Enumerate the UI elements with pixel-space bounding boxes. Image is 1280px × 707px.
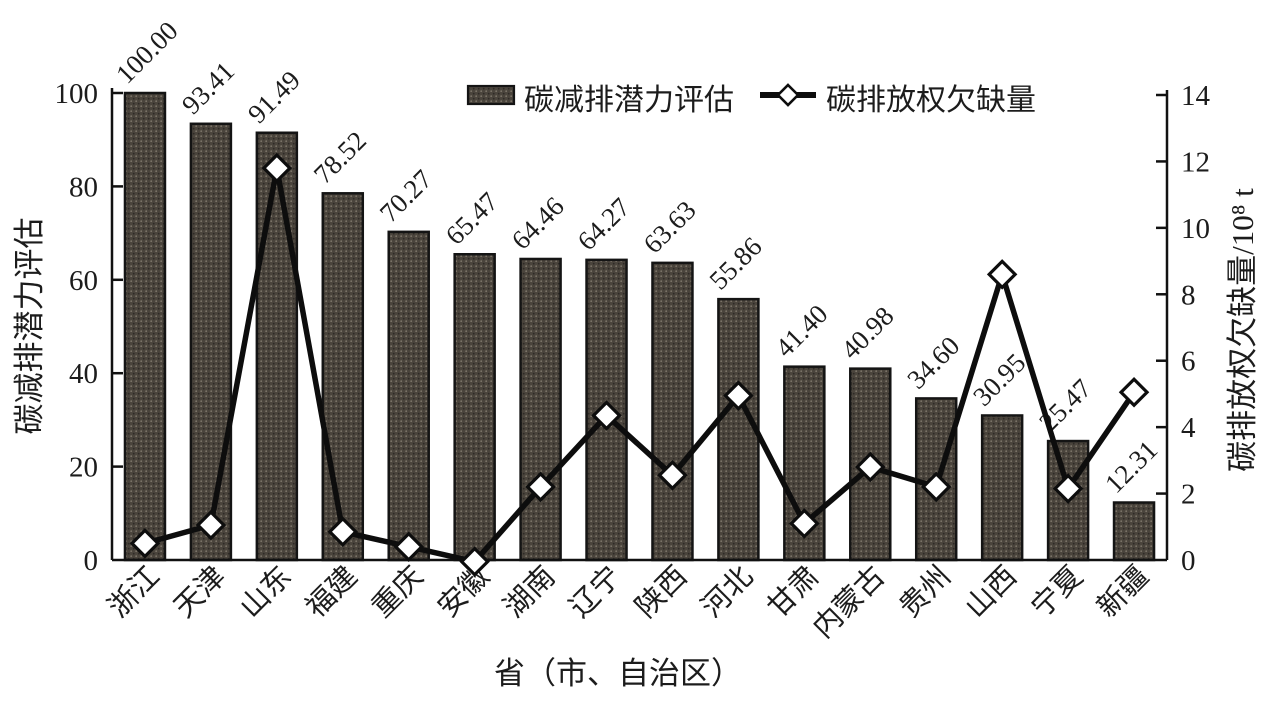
bar-value-label: 12.31 — [1099, 435, 1163, 499]
bar-series — [123, 91, 1156, 562]
right-y-tick-label: 12 — [1181, 146, 1210, 178]
x-tick-label-贵州: 贵州 — [893, 560, 957, 624]
bar-column-重庆 — [387, 230, 430, 562]
bar-column-新疆 — [1112, 501, 1156, 562]
x-tick-label-天津: 天津 — [168, 560, 232, 624]
bar-value-label: 64.27 — [572, 192, 636, 256]
bar-value-label: 40.98 — [835, 301, 899, 365]
left-y-axis-title: 碳减排潜力评估 — [12, 218, 47, 435]
bar-value-label: 64.46 — [506, 191, 570, 255]
diamond-marker-福建 — [327, 516, 359, 548]
x-tick-label-山东: 山东 — [233, 560, 297, 624]
legend: 碳减排潜力评估 碳排放权欠缺量 — [466, 83, 1036, 117]
diamond-marker-山东 — [261, 152, 293, 184]
right-y-tick-label: 6 — [1181, 346, 1196, 378]
diamond-marker-新疆 — [1118, 377, 1150, 408]
right-y-tick-label: 2 — [1181, 479, 1196, 511]
legend-diamond-marker — [776, 83, 800, 107]
diamond-marker-甘肃 — [789, 508, 820, 539]
x-tick-label-福建: 福建 — [299, 560, 363, 624]
diamond-marker-内蒙古 — [855, 451, 886, 483]
bar-column-浙江 — [123, 91, 167, 562]
bar-value-label: 70.27 — [374, 164, 438, 228]
diamond-marker-陕西 — [657, 460, 688, 491]
x-tick-label-河北: 河北 — [696, 560, 760, 624]
bar-column-陕西 — [651, 261, 694, 562]
diamond-marker-天津 — [195, 509, 227, 541]
diamond-marker-重庆 — [393, 531, 424, 562]
x-tick-label-宁夏: 宁夏 — [1025, 560, 1089, 624]
bar-value-label: 34.60 — [901, 330, 965, 394]
x-tick-label-山西: 山西 — [959, 560, 1023, 624]
x-tick-label-辽宁: 辽宁 — [563, 560, 627, 624]
bar-value-label: 63.63 — [637, 195, 701, 259]
legend-line-label: 碳排放权欠缺量 — [826, 84, 1036, 117]
bar-column-湖南 — [519, 257, 562, 562]
diamond-marker-贵州 — [920, 471, 952, 503]
line-series — [142, 165, 1137, 565]
bar-value-label: 65.47 — [440, 186, 504, 250]
bar-value-label: 100.00 — [110, 16, 184, 90]
left-y-tick-label: 40 — [69, 358, 98, 390]
right-y-tick-label: 8 — [1181, 279, 1196, 311]
axes — [110, 88, 1169, 562]
diamond-marker-浙江 — [129, 528, 161, 559]
bar-value-label: 91.49 — [242, 65, 306, 129]
bar-value-label: 55.86 — [703, 231, 767, 295]
right-y-axis-title: 碳排放权欠缺量/10⁸ t — [1225, 188, 1260, 472]
left-y-tick-label: 100 — [55, 78, 99, 110]
x-axis-title: 省（市、自治区） — [494, 656, 742, 691]
legend-bar-swatch — [466, 84, 516, 106]
bar-value-label: 93.41 — [176, 56, 240, 120]
bar-column-河北 — [717, 297, 760, 562]
bar-column-福建 — [321, 192, 365, 562]
diamond-marker-辽宁 — [591, 400, 622, 431]
x-tick-label-内蒙古: 内蒙古 — [806, 560, 891, 645]
left-y-tick-label: 0 — [84, 545, 99, 577]
x-tick-label-新疆: 新疆 — [1091, 560, 1155, 624]
bar-value-label: 41.40 — [769, 299, 833, 363]
left-y-tick-label: 20 — [69, 452, 98, 484]
right-y-tick-label: 14 — [1181, 80, 1211, 112]
left-y-tick-label: 60 — [69, 265, 98, 297]
diamond-marker-宁夏 — [1052, 473, 1084, 504]
diamond-marker-河北 — [723, 380, 754, 411]
bar-value-label: 78.52 — [308, 125, 372, 189]
legend-bar-label: 碳减排潜力评估 — [524, 84, 734, 117]
x-tick-label-陕西: 陕西 — [629, 560, 693, 624]
x-tick-label-浙江: 浙江 — [102, 560, 166, 624]
x-tick-label-重庆: 重庆 — [365, 560, 429, 624]
axis-titles: 省（市、自治区） 碳减排潜力评估 碳排放权欠缺量/10⁸ t — [12, 188, 1260, 691]
right-y-tick-label: 0 — [1181, 545, 1196, 577]
bar-column-山东 — [255, 131, 299, 562]
bar-column-山西 — [980, 414, 1024, 562]
line-markers — [129, 152, 1150, 577]
right-y-tick-label: 4 — [1181, 412, 1196, 444]
bar-column-安徽 — [453, 253, 496, 562]
bar-column-辽宁 — [585, 258, 628, 562]
bar-column-天津 — [189, 122, 233, 562]
x-tick-label-湖南: 湖南 — [497, 560, 561, 624]
diamond-marker-安徽 — [459, 546, 490, 577]
left-y-tick-label: 80 — [69, 171, 98, 203]
diamond-marker-山西 — [986, 259, 1018, 290]
right-y-tick-label: 10 — [1181, 213, 1210, 245]
diamond-marker-湖南 — [525, 471, 556, 503]
x-tick-label-安徽: 安徽 — [431, 560, 495, 624]
